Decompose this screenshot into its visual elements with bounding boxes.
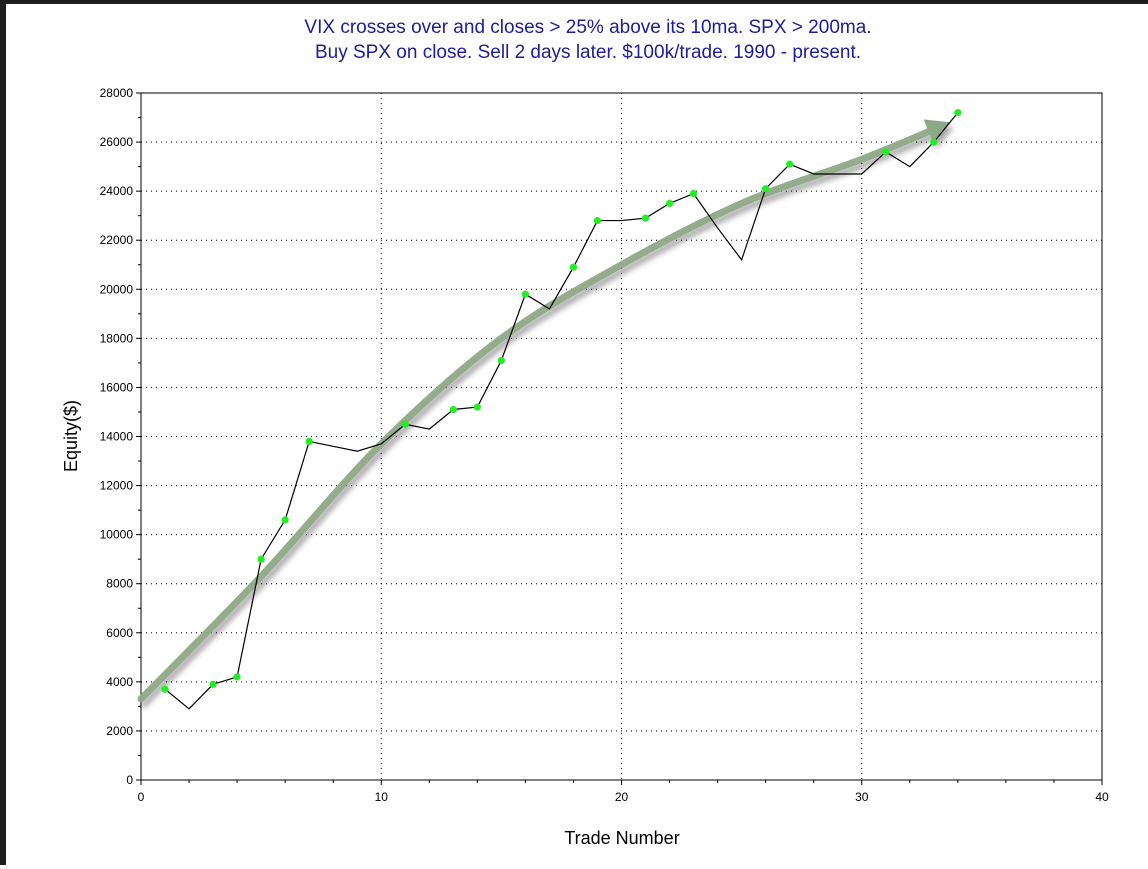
data-point xyxy=(401,420,409,428)
data-point xyxy=(521,290,530,298)
y-tick-label: 28000 xyxy=(100,86,134,100)
data-point xyxy=(593,216,602,225)
data-point xyxy=(641,214,650,222)
data-point xyxy=(449,405,457,414)
x-tick-label: 0 xyxy=(138,790,145,804)
y-tick-label: 18000 xyxy=(100,331,134,345)
data-point xyxy=(473,403,481,411)
data-point xyxy=(233,673,241,681)
equity-chart: VIX crosses over and closes > 25% above … xyxy=(61,17,1109,848)
chart-title-line-2: Buy SPX on close. Sell 2 days later. $10… xyxy=(315,42,861,63)
equity-line xyxy=(164,112,959,710)
data-point xyxy=(305,437,313,446)
trend-arrow xyxy=(137,119,951,703)
data-point xyxy=(786,160,794,168)
trend-arrow-head xyxy=(923,119,951,144)
y-tick-label: 24000 xyxy=(100,184,134,198)
data-point xyxy=(497,356,505,365)
y-tick-label: 16000 xyxy=(100,380,134,394)
y-tick-label: 26000 xyxy=(100,135,134,149)
data-point xyxy=(161,685,169,693)
data-point xyxy=(209,680,217,688)
axis-ticks: 0 10 20 30 40 0 2000 4000 6000 8000 10000 12000 1400… xyxy=(100,86,1109,804)
y-tick-label: 6000 xyxy=(106,626,133,640)
y-axis-title: Equity($) xyxy=(61,400,81,472)
x-tick-label: 40 xyxy=(1095,790,1109,804)
data-point xyxy=(762,185,770,193)
x-tick-label: 20 xyxy=(615,790,629,804)
y-tick-label: 20000 xyxy=(100,282,134,296)
data-point xyxy=(569,263,578,271)
data-point xyxy=(930,138,938,146)
y-tick-label: 8000 xyxy=(106,577,133,591)
data-point xyxy=(954,109,962,117)
data-point xyxy=(281,516,289,524)
data-point xyxy=(257,555,265,563)
x-axis-title: Trade Number xyxy=(564,828,679,848)
y-tick-label: 12000 xyxy=(100,479,134,493)
y-tick-label: 0 xyxy=(126,773,133,787)
grid-lines xyxy=(141,93,1102,780)
y-tick-label: 10000 xyxy=(100,528,134,542)
x-tick-label: 30 xyxy=(855,790,869,804)
trend-arrow-annotation xyxy=(137,119,951,703)
equity-series xyxy=(161,109,962,710)
data-point xyxy=(665,199,674,208)
trend-arrow-shaft xyxy=(137,123,943,703)
chart-title-line-1: VIX crosses over and closes > 25% above … xyxy=(304,17,871,38)
y-tick-label: 4000 xyxy=(106,675,133,689)
y-tick-label: 22000 xyxy=(100,233,134,247)
x-tick-label: 10 xyxy=(375,790,389,804)
y-tick-label: 2000 xyxy=(106,724,133,738)
data-point xyxy=(882,148,890,156)
y-tick-label: 14000 xyxy=(100,430,134,444)
data-point xyxy=(689,189,698,198)
